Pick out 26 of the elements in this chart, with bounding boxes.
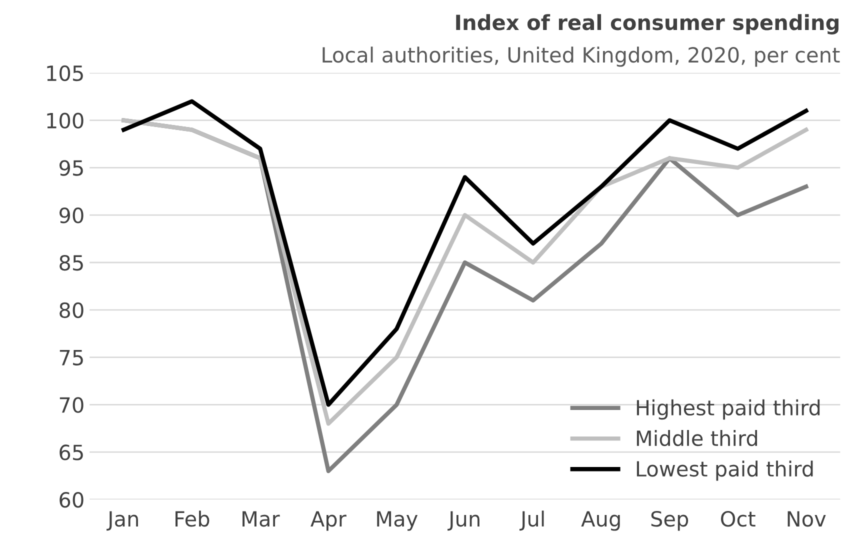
legend-label: Lowest paid third [636,460,813,481]
chart-title: Index of real consumer spending [456,14,838,34]
y-tick-label: 85 [60,254,83,271]
x-tick-label: Apr [310,511,346,531]
x-tick-label: May [377,511,418,531]
y-tick-label: 105 [47,65,83,82]
x-tick-label: Jun [448,511,480,531]
x-tick-label: Jul [519,510,544,531]
y-tick-label: 70 [60,397,84,413]
x-tick-label: Sep [651,510,688,531]
y-tick-label: 90 [60,208,84,224]
x-tick-label: Oct [721,510,756,527]
x-tick-label: Mar [242,511,280,527]
y-tick-label: 100 [47,112,84,129]
y-tick-label: 60 [60,492,84,508]
x-tick-label: Aug [581,511,620,531]
x-tick-label: Jan [106,511,138,531]
x-tick-label: Nov [788,511,826,527]
y-tick-label: 80 [60,302,84,318]
chart-subtitle: Local authorities, United Kingdom, 2020, per cent [322,46,840,67]
x-tick-label: Feb [176,510,210,527]
y-tick-label: 75 [60,350,83,366]
y-tick-label: 95 [60,160,83,176]
legend-label: Middle third [636,430,758,446]
y-tick-label: 65 [60,444,83,460]
legend-label: Highest paid third [636,399,820,420]
